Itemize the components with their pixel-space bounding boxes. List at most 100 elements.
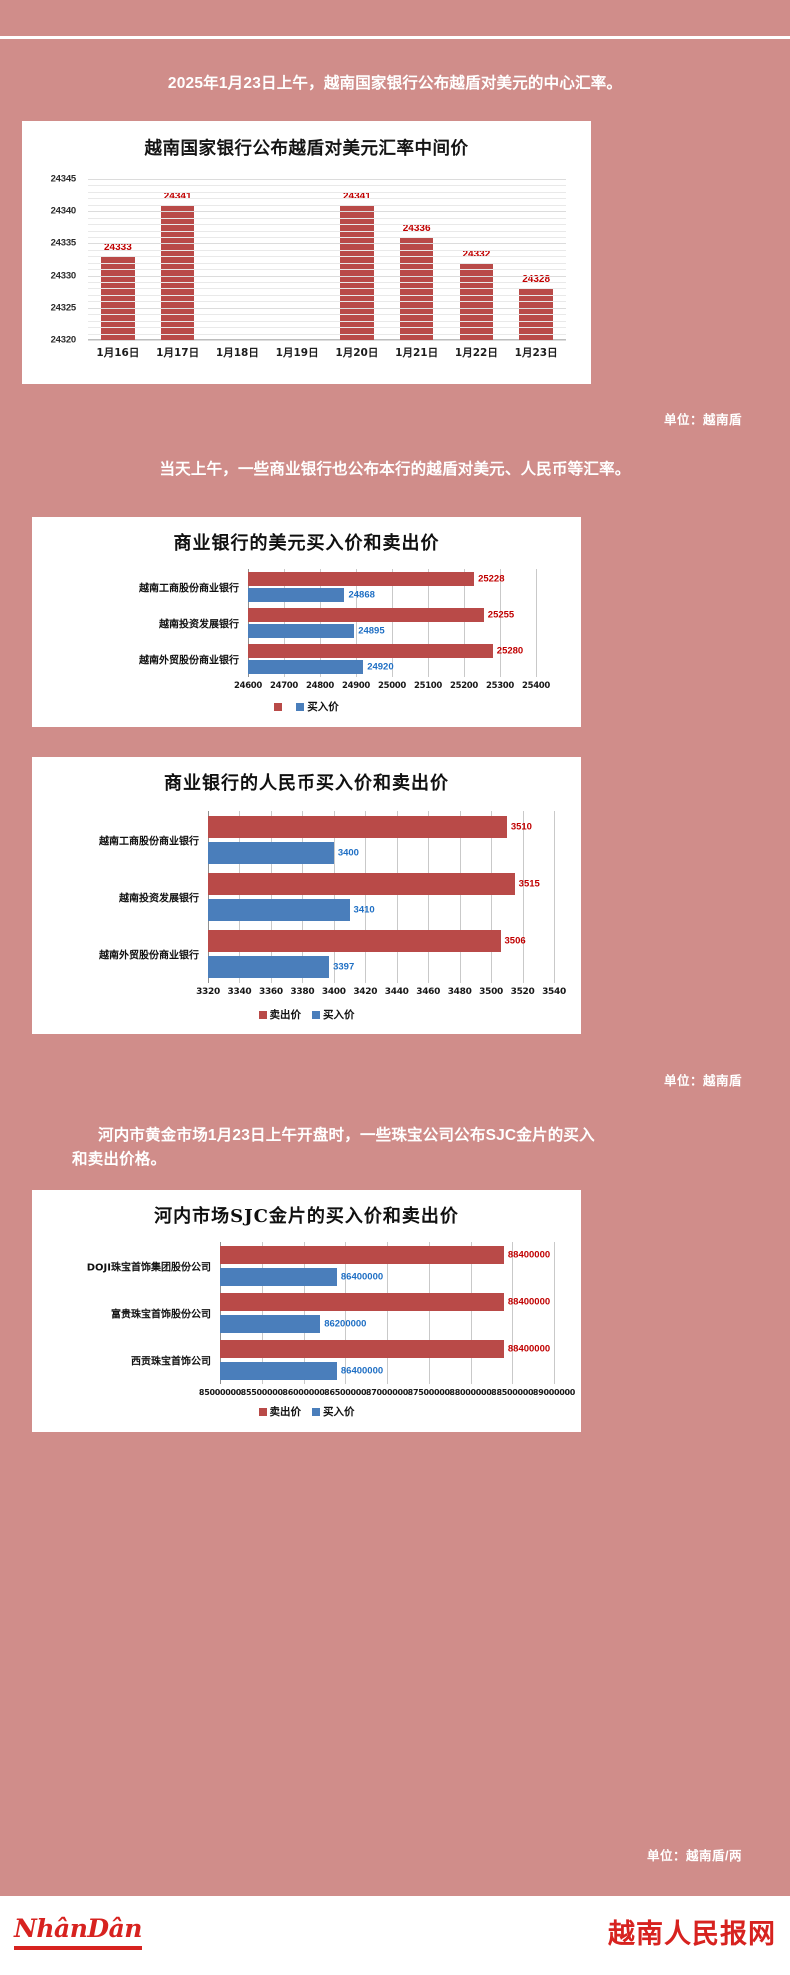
chart3-legend: 卖出价 买入价: [32, 1007, 581, 1022]
sell-swatch-icon: [258, 1407, 267, 1416]
chart1-gridline: [88, 198, 566, 200]
chart3-gridline: [396, 811, 398, 983]
chart2-legend-label: 买入价: [307, 701, 339, 713]
chart1-y-tick: 24345: [50, 173, 77, 185]
chart3-category-label: 越南外贸股份商业银行: [99, 950, 199, 962]
chart1-bar: [340, 204, 374, 340]
chart2-title: 商业银行的美元买入价和卖出价: [173, 533, 440, 554]
chart1-value-label: 24341: [163, 190, 192, 202]
chart1-x-label: 1月23日: [514, 347, 558, 359]
chart4-legend-label: 卖出价: [269, 1406, 302, 1418]
chart3-value-label: 3515: [518, 878, 540, 890]
chart4-gridline: [512, 1242, 514, 1384]
chart4-gridline: [470, 1242, 472, 1384]
chart2-x-tick: 25200: [449, 681, 479, 691]
chart2-x-tick: 25100: [413, 681, 443, 691]
chart3-sell-bar: [208, 873, 515, 895]
chart2-x-tick: 24900: [341, 681, 371, 691]
chart2-gridline: [248, 569, 249, 677]
nhan-dan-logo[interactable]: NhânDân: [14, 1914, 142, 1943]
chart2-x-tick: 24600: [233, 681, 263, 691]
chart4-x-tick: 86000000: [282, 1388, 325, 1397]
chart1-bar-slot: 24328: [506, 179, 566, 340]
chart1-gridline: [88, 204, 566, 206]
chart3-buy-bar: [208, 956, 330, 979]
chart4-value-label: 88400000: [507, 1343, 551, 1355]
chart2-value-label: 24920: [367, 661, 394, 673]
chart1-bar-slot: 24333: [88, 179, 148, 340]
chart1-x-labels: 1月16日 1月17日 1月18日 1月19日 1月20日 1月21日 1月22日 1月23日: [88, 345, 566, 360]
sell-swatch-icon: [274, 702, 283, 711]
chart1-x-label: 1月21日: [395, 347, 439, 359]
chart2-x-tick: 25000: [377, 681, 407, 691]
chart3-buy-bar: [208, 899, 350, 921]
intro-paragraph-3: 河内市黄金市场1月23日上午开盘时，一些珠宝公司公布SJC金片的买入和卖出价格。: [72, 1127, 595, 1169]
chart3-value-label: 3397: [333, 961, 355, 973]
chart1-value-label: 24336: [402, 222, 431, 234]
chart1-title: 越南国家银行公布越盾对美元汇率中间价: [144, 139, 469, 159]
chart4-gridline: [554, 1242, 555, 1384]
chart1-bar-slot: [267, 179, 327, 340]
chart4-sell-bar: [220, 1245, 504, 1264]
chart3-gridline: [333, 811, 335, 983]
chart2-x-axis: 24600 24700 24800 24900 25000 25100 25200 25300…: [234, 681, 550, 695]
chart4-sell-bar: [220, 1293, 504, 1311]
chart2-category-label: 越南外贸股份商业银行: [139, 655, 239, 667]
chart1-x-label: 1月22日: [454, 347, 498, 359]
chart3-legend-label: 卖出价: [269, 1009, 302, 1021]
chart2-gridline: [284, 569, 285, 677]
intro-paragraph-1: 2025年1月23日上午，越南国家银行公布越盾对美元的中心汇率。: [167, 75, 623, 92]
chart3-plot-area: 3510 3400 3515 3410 3506 3397: [208, 811, 555, 983]
chart1-gridline: [88, 327, 566, 329]
chart1-bar-slot: 24336: [387, 179, 447, 340]
chart-card-usd-rates: 商业银行的美元买入价和卖出价 25228 24868 25255 24895 25280…: [32, 517, 581, 727]
chart2-x-tick: 24700: [269, 681, 299, 691]
chart1-x-label: 1月19日: [275, 347, 319, 359]
chart2-legend-sell[interactable]: [274, 702, 285, 711]
unit-note-2: 单位：越南盾: [663, 1074, 742, 1088]
chart1-gridline: [88, 320, 566, 322]
chart2-legend-buy[interactable]: 买入价: [296, 699, 339, 714]
chart3-x-tick: 3460: [416, 987, 441, 997]
chart4-value-label: 86400000: [340, 1365, 384, 1377]
chart4-x-tick: 85500000: [240, 1388, 283, 1397]
chart1-x-label: 1月20日: [335, 347, 379, 359]
chart3-x-tick: 3520: [510, 987, 535, 997]
chart1-value-label: 24333: [103, 242, 132, 254]
chart1-gridline: [88, 249, 566, 251]
chart2-value-label: 25280: [496, 645, 524, 657]
site-name-chinese[interactable]: 越南人民报网: [608, 1919, 776, 1950]
chart4-gridline: [303, 1242, 305, 1384]
chart1-value-label: 24341: [342, 190, 371, 202]
chart1-value-label: 24328: [522, 274, 551, 286]
chart3-gridline: [554, 811, 555, 983]
chart3-legend-sell[interactable]: 卖出价: [258, 1007, 302, 1022]
chart2-x-tick: 25300: [485, 681, 515, 691]
chart1-bar: [101, 256, 135, 340]
chart3-x-tick: 3500: [479, 987, 504, 997]
chart4-gridline: [428, 1242, 430, 1384]
chart2-value-label: 25255: [487, 609, 515, 621]
chart1-gridline: [88, 333, 566, 335]
chart1-gridline: [88, 185, 566, 187]
chart-card-gold-prices: 河内市场SJC金片的买入价和卖出价 88400000 86400000 884000…: [32, 1190, 581, 1432]
chart3-legend-buy[interactable]: 买入价: [312, 1007, 355, 1022]
chart2-gridline: [356, 569, 357, 677]
chart1-x-label: 1月18日: [215, 347, 259, 359]
chart4-x-tick: 87500000: [407, 1388, 450, 1397]
chart2-gridline: [464, 569, 465, 677]
chart4-legend-buy[interactable]: 买入价: [312, 1404, 355, 1419]
chart3-x-tick: 3380: [290, 987, 315, 997]
chart1-y-tick: 24320: [50, 334, 77, 346]
chart1-y-tick: 24340: [50, 205, 77, 217]
chart1-gridline: [88, 256, 566, 258]
chart4-legend-label: 买入价: [323, 1406, 355, 1418]
chart1-gridline: [88, 224, 566, 226]
chart4-x-tick: 87000000: [365, 1388, 409, 1397]
chart1-y-tick: 24335: [50, 237, 77, 249]
chart4-legend-sell[interactable]: 卖出价: [258, 1404, 302, 1419]
chart1-gridline: [88, 282, 566, 284]
chart3-x-tick: 3360: [258, 987, 283, 997]
chart1-plot-area: 24333 24341 24341 24336 24332 24328: [88, 179, 566, 341]
chart3-category-label: 越南投资发展银行: [119, 893, 199, 905]
